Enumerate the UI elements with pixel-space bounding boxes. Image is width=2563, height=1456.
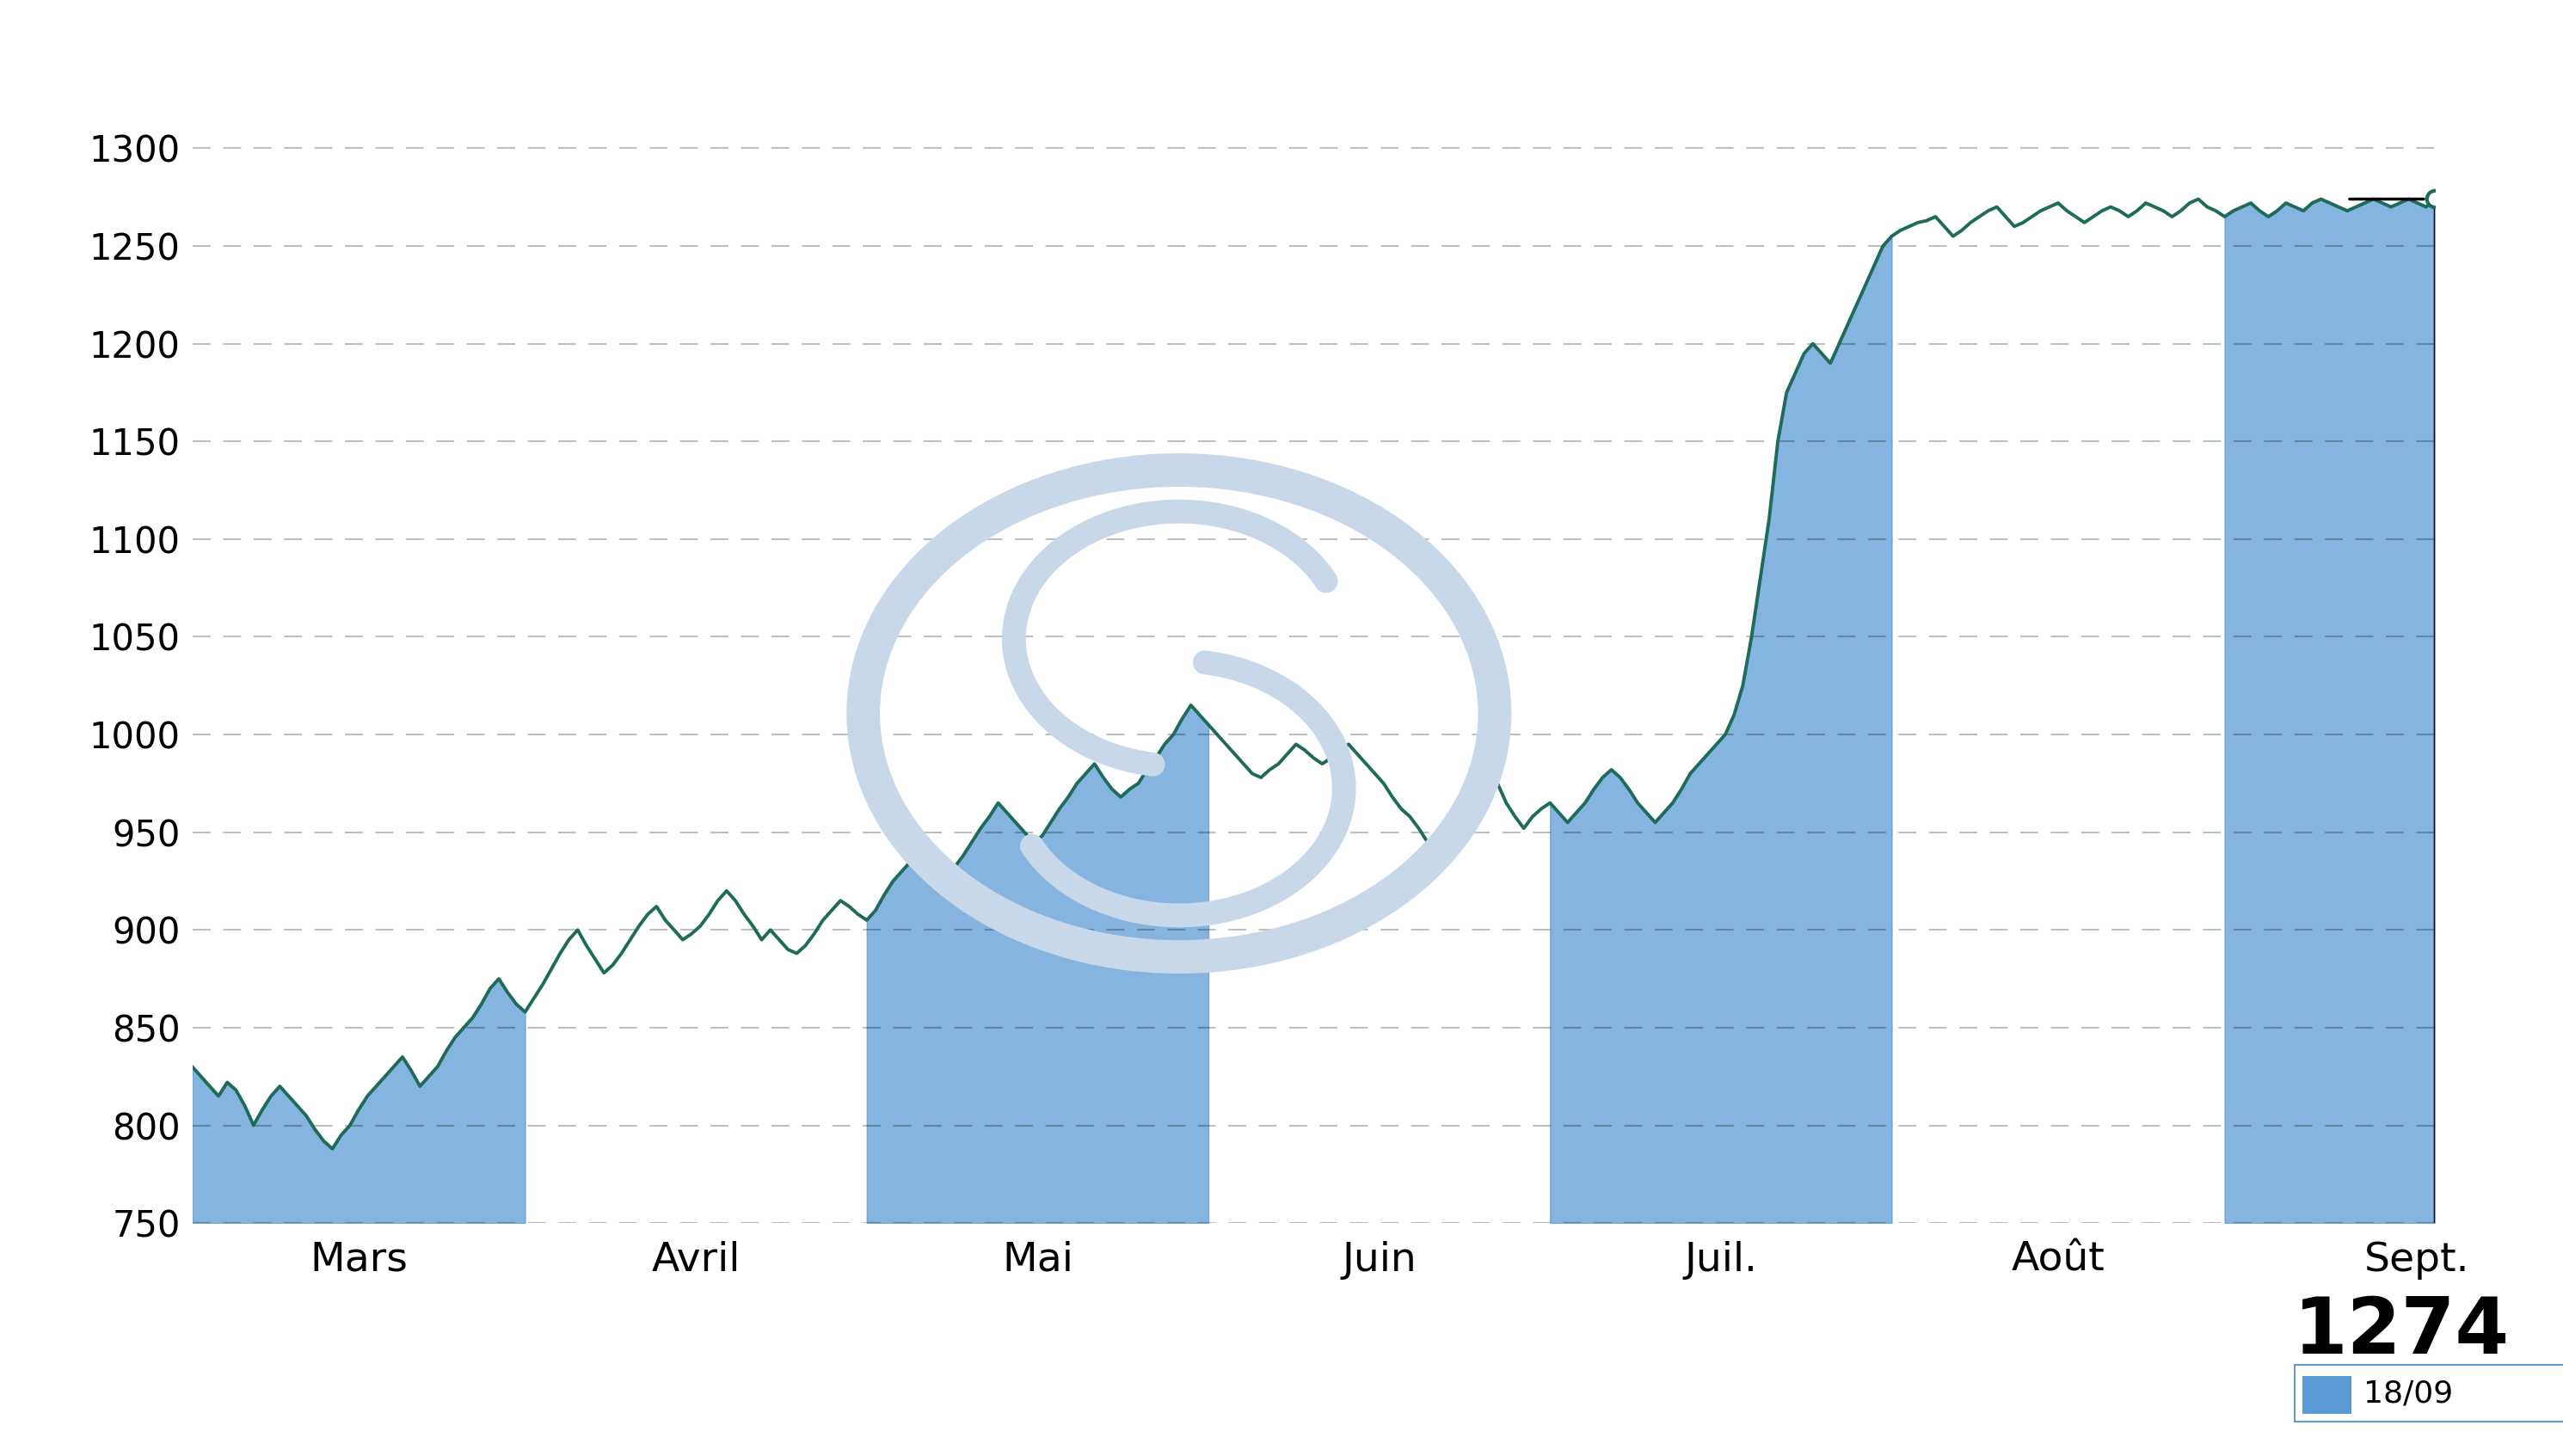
Text: Britvic PLC: Britvic PLC bbox=[1033, 7, 1530, 87]
Text: 18/09: 18/09 bbox=[2363, 1379, 2453, 1408]
Text: 1274: 1274 bbox=[2294, 1294, 2509, 1370]
FancyBboxPatch shape bbox=[2294, 1364, 2563, 1423]
FancyBboxPatch shape bbox=[2302, 1376, 2350, 1414]
